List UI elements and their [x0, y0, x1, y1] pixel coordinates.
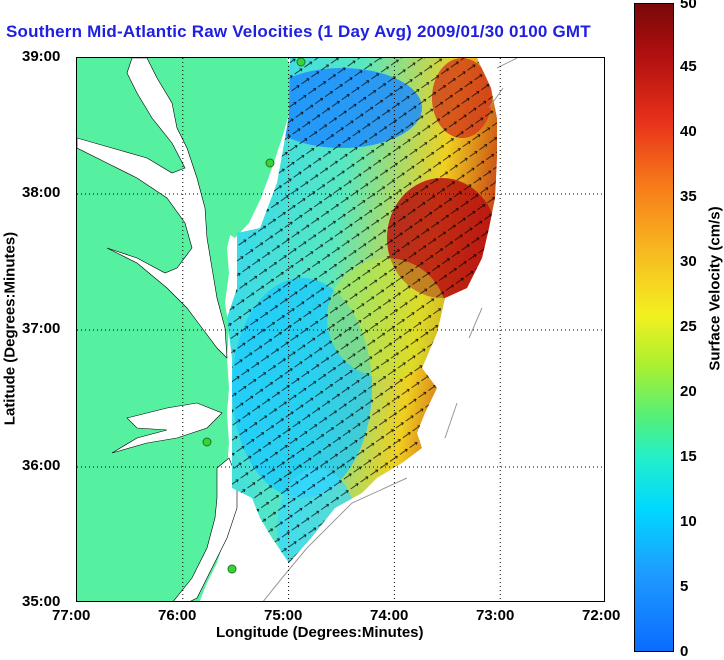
- x-tick-label: 74:00: [370, 607, 409, 624]
- colorbar-tick: 0: [680, 643, 689, 660]
- station-marker: [227, 564, 237, 574]
- colorbar-tick: 20: [680, 383, 697, 400]
- y-tick-label: 38:00: [22, 184, 61, 201]
- colorbar-label: Surface Velocity (cm/s): [706, 206, 724, 371]
- y-tick-label: 39:00: [22, 48, 61, 65]
- map-plot-area[interactable]: [76, 57, 605, 602]
- colorbar-tick: 30: [680, 253, 697, 270]
- colorbar-tick: 15: [680, 448, 697, 465]
- y-tick-label: 37:00: [22, 320, 61, 337]
- x-tick-label: 73:00: [476, 607, 515, 624]
- map-grid: [77, 58, 604, 601]
- velocity-map[interactable]: [77, 58, 605, 602]
- colorbar-tick: 25: [680, 318, 697, 335]
- y-tick-label: 36:00: [22, 457, 61, 474]
- colorbar-tick: 50: [680, 0, 697, 12]
- map-title: Southern Mid-Atlantic Raw Velocities (1 …: [6, 22, 591, 41]
- x-tick-label: 76:00: [158, 607, 197, 624]
- estuary-lower: [111, 402, 223, 454]
- colorbar-tick: 5: [680, 578, 689, 595]
- shelf-contour: [262, 58, 518, 601]
- station-marker: [296, 58, 306, 67]
- station-marker: [202, 437, 212, 447]
- colorbar-tick: 35: [680, 188, 697, 205]
- y-axis-label: Latitude (Degrees:Minutes): [1, 231, 19, 426]
- station-marker: [265, 158, 275, 168]
- colorbar: [634, 3, 674, 652]
- land-peninsula: [227, 58, 295, 238]
- chesapeake-bay: [77, 58, 228, 359]
- colorbar-tick: 45: [680, 58, 697, 75]
- x-tick-label: 75:00: [264, 607, 303, 624]
- land-mainland: [77, 58, 282, 601]
- x-axis-label: Longitude (Degrees:Minutes): [216, 624, 424, 641]
- colorbar-tick: 40: [680, 123, 697, 140]
- x-tick-label: 72:00: [582, 607, 621, 624]
- y-tick-label: 35:00: [22, 593, 61, 610]
- colorbar-tick: 10: [680, 513, 697, 530]
- x-tick-label: 77:00: [52, 607, 91, 624]
